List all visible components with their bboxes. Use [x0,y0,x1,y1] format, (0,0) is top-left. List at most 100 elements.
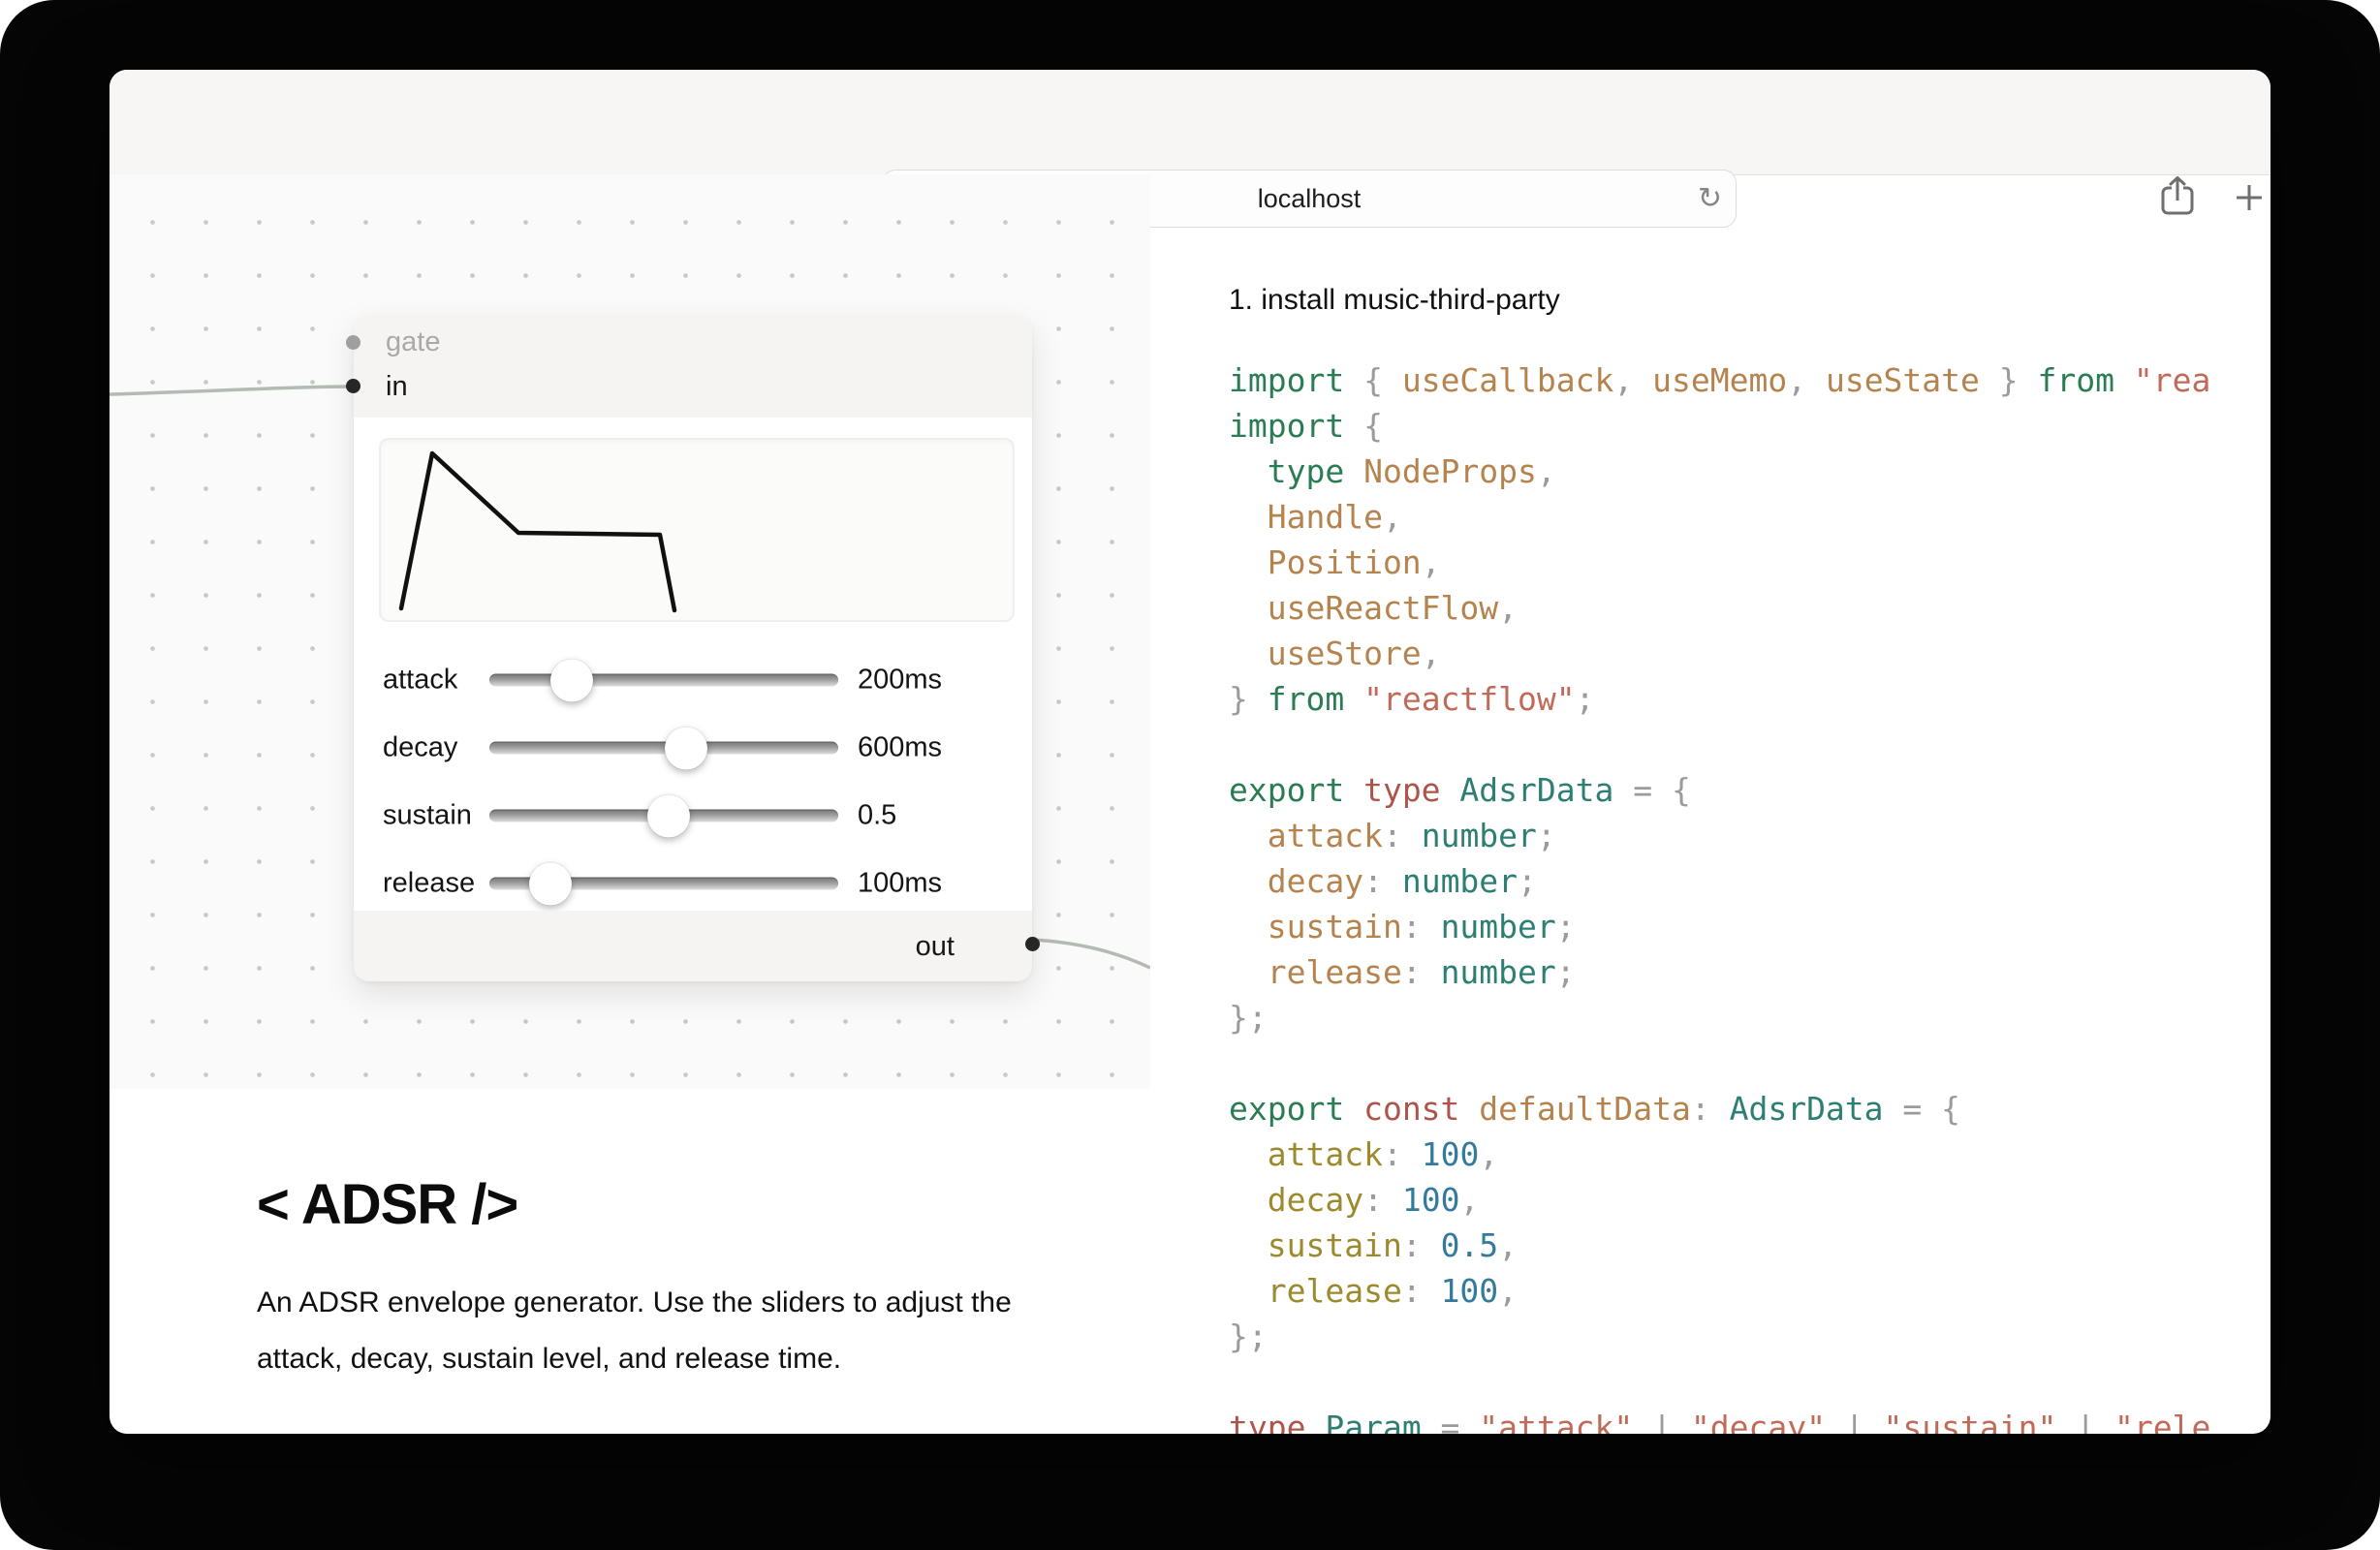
code-token: : [1690,1090,1730,1128]
address-bar-url: localhost [1257,183,1362,213]
code-token: , [1479,1135,1499,1173]
code-token: Handle [1229,498,1383,536]
out-port-label: out [915,931,955,962]
code-token: sustain [1229,1226,1402,1264]
page-title: < ADSR /> [257,1173,518,1236]
code-token: useState [1825,361,1980,399]
code-token: AdsrData [1729,1090,1884,1128]
code-token: ; [1555,953,1576,991]
code-line: useReactFlow, [1229,585,2270,631]
sustain-slider-row: sustain 0.5 [354,782,1032,850]
code-token: from [2037,361,2134,399]
reload-icon[interactable]: ↻ [1697,181,1722,216]
code-token: { [1363,361,1402,399]
plus-icon [2233,181,2266,214]
code-token: 100 [1421,1135,1480,1173]
release-slider-row: release 100ms [354,850,1032,917]
attack-slider-thumb[interactable] [549,659,593,701]
code-token: import [1229,361,1364,399]
code-token: , [1498,1226,1519,1264]
code-token: Param [1325,1409,1422,1434]
code-token: Position [1229,543,1422,581]
attack-slider[interactable] [489,659,838,701]
share-icon [2160,175,2195,216]
code-token: type [1363,771,1460,809]
code-token: const [1363,1090,1480,1128]
code-line: useStore, [1229,631,2270,676]
code-token: , [1787,361,1826,399]
code-line: } from "reactflow"; [1229,676,2270,722]
code-token: ; [1575,680,1595,718]
release-slider-value: 100ms [858,867,943,899]
adsr-node[interactable]: gate in attack 200ms decay [346,315,1040,981]
code-line: attack: 100, [1229,1132,2270,1177]
code-token: export [1229,1090,1364,1128]
code-token: sustain [1229,908,1402,946]
code-token: : [1382,817,1422,854]
edge-into-in-port[interactable] [110,385,355,396]
sustain-slider-thumb[interactable] [647,794,691,837]
code-token: release [1229,953,1402,991]
code-line: sustain: 0.5, [1229,1223,2270,1268]
code-token: "rele [2114,1409,2211,1434]
code-token: | [1825,1409,1884,1434]
adsr-node-header: gate in [346,315,1032,418]
code-panel: 1. install music-third-party import { us… [1229,242,2270,1434]
code-token: from [1267,680,1364,718]
gate-input-port[interactable] [346,335,360,350]
code-token: , [1382,498,1402,536]
code-token: useMemo [1652,361,1788,399]
out-output-port[interactable] [1025,937,1040,951]
attack-slider-label: attack [383,664,458,696]
in-input-port[interactable] [346,379,360,393]
code-line: sustain: number; [1229,904,2270,949]
code-token: ; [1555,908,1576,946]
attack-slider-value: 200ms [858,664,943,696]
code-line: export const defaultData: AdsrData = { [1229,1086,2270,1132]
envelope-graph [379,438,1015,622]
code-token: = { [1613,771,1691,809]
envelope-path [398,450,677,613]
code-token: = { [1883,1090,1961,1128]
code-token: decay [1229,1181,1364,1219]
sustain-slider[interactable] [489,794,838,837]
description-line-1: An ADSR envelope generator. Use the slid… [257,1286,1012,1318]
sustain-slider-label: sustain [383,799,472,831]
code-token: useCallback [1401,361,1614,399]
decay-slider[interactable] [489,727,838,769]
code-token: type [1229,1409,1326,1434]
new-tab-button[interactable] [2230,178,2269,217]
code-line [1229,1359,2270,1405]
code-token: defaultData [1479,1090,1691,1128]
code-token: 100 [1401,1181,1460,1219]
code-token: : [1401,953,1441,991]
sustain-slider-value: 0.5 [858,799,897,831]
code-line: import { [1229,403,2270,449]
flow-canvas[interactable]: gate in attack 200ms decay [110,174,1150,1089]
gate-port-label: gate [386,326,441,357]
code-line: type NodeProps, [1229,449,2270,494]
share-button[interactable] [2156,174,2199,217]
code-line: release: number; [1229,949,2270,995]
release-slider-thumb[interactable] [529,862,572,905]
browser-window: localhost ↻ [110,70,2270,1434]
code-token: number [1401,862,1519,900]
code-token: number [1440,953,1556,991]
code-line: type Param = "attack" | "decay" | "susta… [1229,1405,2270,1434]
decay-slider-thumb[interactable] [665,727,708,769]
code-line [1229,722,2270,767]
code-token: attack [1229,1135,1383,1173]
edge-from-out-port[interactable] [1031,938,1150,970]
description-line-2: attack, decay, sustain level, and releas… [257,1343,842,1375]
code-token: 0.5 [1440,1226,1499,1264]
code-token: } [1979,361,2038,399]
code-line: export type AdsrData = { [1229,767,2270,813]
code-token: : [1363,862,1402,900]
code-token: export [1229,771,1364,809]
code-token: "reactflow" [1363,680,1576,718]
code-token: , [1459,1181,1480,1219]
code-token: }; [1229,999,1268,1037]
release-slider[interactable] [489,862,838,905]
code-token: "attack" [1479,1409,1634,1434]
code-line [1229,1040,2270,1086]
